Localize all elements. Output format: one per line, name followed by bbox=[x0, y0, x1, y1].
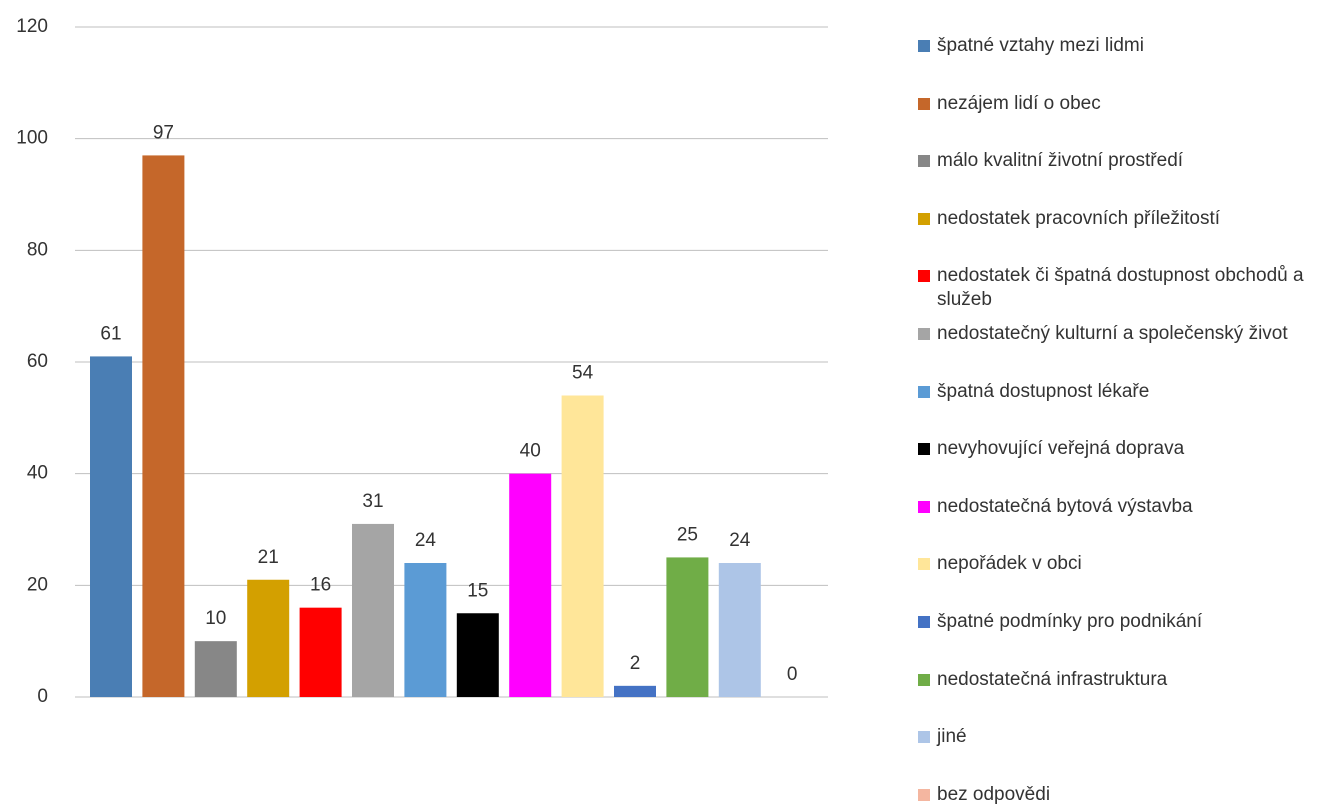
y-tick-label: 100 bbox=[16, 128, 48, 149]
legend-item: nezájem lidí o obec bbox=[918, 92, 1328, 116]
legend-swatch bbox=[918, 270, 930, 283]
legend-swatch bbox=[918, 500, 930, 513]
legend-swatch bbox=[918, 788, 930, 801]
bar bbox=[352, 523, 394, 697]
y-tick-label: 60 bbox=[27, 351, 48, 372]
legend-label: nedostatečný kulturní a společenský živo… bbox=[937, 323, 1288, 344]
bar bbox=[718, 563, 761, 697]
legend-label: nevyhovující veřejná doprava bbox=[937, 438, 1185, 460]
y-tick-label: 20 bbox=[27, 574, 48, 595]
bar bbox=[90, 356, 132, 697]
legend-label: špatné podmínky pro podnikání bbox=[937, 611, 1203, 632]
data-label: 0 bbox=[787, 664, 798, 685]
legend-label: jiné bbox=[937, 726, 967, 748]
legend-swatch bbox=[918, 731, 930, 744]
legend-label: málo kvalitní životní prostředí bbox=[937, 150, 1184, 172]
legend-item: špatná dostupnost lékaře bbox=[918, 380, 1328, 404]
legend-label: nezájem lidí o obec bbox=[937, 92, 1101, 114]
legend-label: nedostatek či špatná dostupnost obchodů … bbox=[937, 265, 1304, 311]
legend-item: nedostatečná infrastruktura bbox=[918, 668, 1328, 692]
legend-item: špatné vztahy mezi lidmi bbox=[918, 34, 1328, 58]
legend-item: bez odpovědi bbox=[918, 783, 1328, 807]
bar bbox=[299, 607, 342, 697]
legend-label: nedostatečná infrastruktura bbox=[937, 668, 1168, 690]
bar bbox=[561, 395, 604, 697]
legend-swatch bbox=[918, 443, 930, 456]
y-tick-label: 0 bbox=[37, 686, 48, 707]
bar bbox=[456, 613, 499, 697]
legend-swatch bbox=[918, 212, 930, 225]
bar bbox=[666, 557, 709, 697]
legend-swatch bbox=[918, 673, 930, 686]
data-label: 21 bbox=[258, 547, 279, 568]
data-label: 15 bbox=[467, 580, 488, 601]
legend-label: nepořádek v obci bbox=[937, 553, 1082, 575]
legend-label: bez odpovědi bbox=[937, 783, 1051, 805]
data-label: 10 bbox=[205, 608, 226, 629]
bar bbox=[404, 563, 447, 697]
legend-swatch bbox=[918, 385, 930, 398]
legend-item: málo kvalitní životní prostředí bbox=[918, 149, 1328, 173]
bar bbox=[194, 641, 237, 697]
data-label: 40 bbox=[520, 441, 541, 462]
legend-item: špatné podmínky pro podnikání bbox=[918, 610, 1328, 634]
data-label: 24 bbox=[415, 530, 437, 551]
data-label: 61 bbox=[100, 323, 121, 344]
bar bbox=[614, 685, 656, 697]
data-label: 97 bbox=[153, 122, 174, 143]
data-label: 16 bbox=[310, 575, 331, 596]
y-tick-label: 120 bbox=[16, 16, 48, 37]
data-label: 31 bbox=[362, 491, 383, 512]
bar bbox=[509, 473, 552, 697]
legend-item: nedostatečný kulturní a společenský živo… bbox=[918, 322, 1328, 346]
legend-item: nepořádek v obci bbox=[918, 552, 1328, 576]
y-tick-label: 40 bbox=[27, 463, 48, 484]
legend-swatch bbox=[918, 155, 930, 168]
legend-swatch bbox=[918, 558, 930, 571]
bar bbox=[142, 155, 185, 697]
legend-item: nevyhovující veřejná doprava bbox=[918, 437, 1328, 461]
legend-swatch bbox=[918, 328, 930, 340]
y-tick-label: 80 bbox=[27, 239, 48, 260]
bar bbox=[247, 579, 290, 697]
legend-label: špatné vztahy mezi lidmi bbox=[937, 35, 1144, 56]
legend-item: nedostatek pracovních příležitostí bbox=[918, 207, 1328, 231]
legend-item: nedostatek či špatná dostupnost obchodů … bbox=[918, 264, 1328, 312]
data-label: 2 bbox=[630, 653, 641, 674]
legend-item: nedostatečná bytová výstavba bbox=[918, 495, 1328, 519]
legend-label: nedostatek pracovních příležitostí bbox=[937, 207, 1221, 229]
legend-label: špatná dostupnost lékaře bbox=[937, 380, 1150, 402]
legend-item: jiné bbox=[918, 725, 1328, 749]
legend-swatch bbox=[918, 40, 930, 52]
data-label: 25 bbox=[677, 524, 698, 545]
legend-label: nedostatečná bytová výstavba bbox=[937, 495, 1193, 517]
legend-swatch bbox=[918, 616, 930, 628]
data-label: 54 bbox=[572, 363, 594, 384]
legend-swatch bbox=[918, 97, 930, 110]
data-label: 24 bbox=[729, 530, 751, 551]
